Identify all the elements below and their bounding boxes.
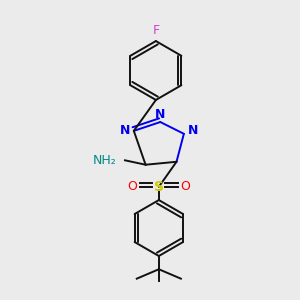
Text: O: O [180,180,190,193]
Text: N: N [188,124,198,137]
Text: S: S [154,180,164,194]
Text: NH₂: NH₂ [92,154,116,167]
Text: N: N [120,124,130,137]
Text: N: N [155,108,166,121]
Text: O: O [128,180,137,193]
Text: F: F [152,24,160,37]
